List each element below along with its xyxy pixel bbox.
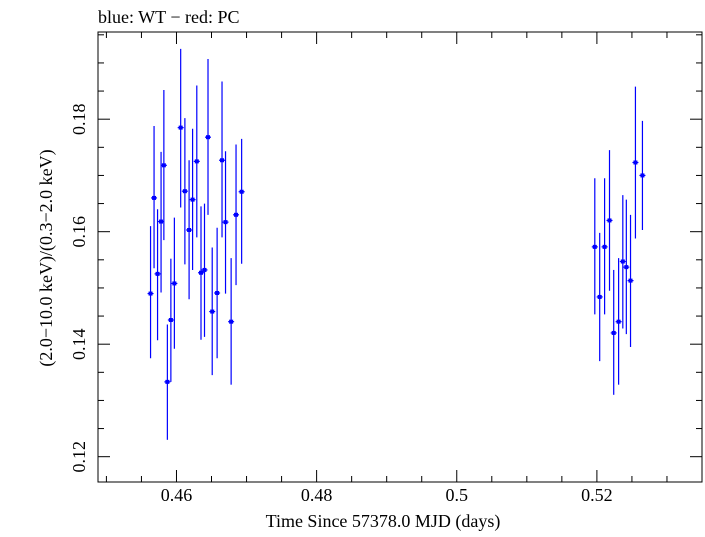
data-point [155,271,160,276]
data-point [190,197,195,202]
plot-frame [97,31,703,483]
data-point [229,319,234,324]
data-point [165,379,170,384]
data-point [172,281,177,286]
data-point [178,125,183,130]
data-point [215,291,220,295]
data-point [202,267,207,272]
data-point [223,220,228,225]
data-point [633,160,638,165]
data-point [194,159,199,164]
data-point [602,244,607,249]
data-point [220,158,225,163]
x-tick-label: 0.52 [581,485,613,505]
data-point [239,189,244,194]
data-point [187,228,192,232]
data-point [161,163,166,168]
data-point [640,173,645,178]
x-tick-label: 0.46 [161,485,193,505]
data-point [620,259,625,264]
data-point [210,309,215,314]
data-point [628,278,633,283]
x-axis-label: Time Since 57378.0 MJD (days) [266,511,501,532]
y-axis-label: (2.0−10.0 keV)/(0.3−2.0 keV) [36,149,57,366]
data-point [152,195,157,200]
data-point [597,294,602,299]
data-point [168,318,173,322]
data-point [234,212,239,217]
ticks-layer: 0.46 0.48 0.5 0.52 0.12 0.14 0.16 0.18 [69,32,703,505]
x-tick-label: 0.48 [301,485,333,505]
x-tick-label: 0.5 [446,485,469,505]
y-tick-label: 0.18 [69,103,89,135]
data-point [206,135,211,140]
data-point [624,265,629,270]
data-point [611,330,616,335]
data-point [148,291,153,296]
data-point [592,244,597,249]
data-point [159,219,164,224]
data-point [607,218,612,223]
points-layer [147,48,646,440]
header-note: blue: WT − red: PC [98,7,239,27]
y-tick-label: 0.12 [69,441,89,473]
data-point [182,189,187,194]
data-point [199,270,204,275]
data-point [616,319,621,324]
y-tick-label: 0.14 [69,328,89,360]
y-tick-label: 0.16 [69,216,89,248]
